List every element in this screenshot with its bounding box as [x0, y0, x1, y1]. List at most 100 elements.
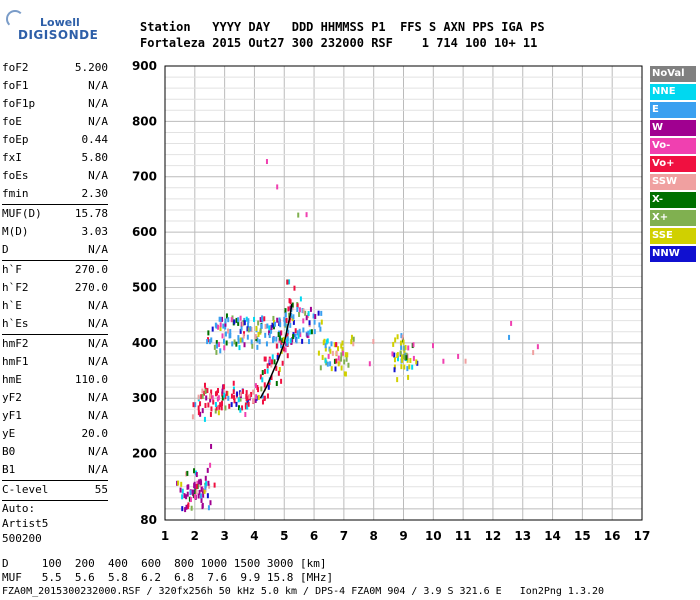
echo-mark	[341, 346, 344, 352]
echo-mark	[285, 317, 288, 323]
echo-mark	[412, 342, 415, 348]
echo-mark	[204, 475, 207, 481]
echo-mark	[245, 316, 248, 322]
param-row: foF2 5.200	[2, 59, 108, 77]
logo-lowell: Lowell	[40, 16, 80, 29]
echo-mark	[266, 323, 269, 329]
echo-mark	[302, 318, 305, 324]
param-key: M(D)	[2, 225, 29, 238]
echo-mark	[212, 399, 215, 405]
echo-mark	[273, 321, 276, 327]
echo-mark	[255, 325, 258, 331]
echo-mark	[305, 212, 308, 218]
echo-mark	[213, 344, 216, 350]
echo-mark	[295, 338, 298, 344]
param-row: MUF(D) 15.78	[2, 205, 108, 223]
echo-mark	[310, 329, 313, 335]
echo-mark	[204, 487, 207, 493]
echo-mark	[208, 483, 211, 489]
echo-mark	[407, 374, 410, 380]
echo-mark	[201, 408, 204, 414]
echo-mark	[341, 350, 344, 356]
echo-mark	[217, 388, 220, 394]
echo-mark	[210, 406, 213, 412]
echo-mark	[393, 364, 396, 370]
param-value: N/A	[88, 409, 108, 422]
echo-mark	[192, 402, 195, 408]
echo-mark	[247, 318, 250, 324]
x-tick-label: 8	[370, 529, 378, 543]
echo-mark	[289, 322, 292, 328]
echo-mark	[241, 321, 244, 327]
echo-mark	[194, 493, 197, 499]
echo-mark	[313, 319, 316, 325]
echo-mark	[218, 316, 221, 322]
echo-mark	[411, 364, 414, 370]
echo-mark	[208, 339, 211, 345]
echo-mark	[314, 314, 317, 320]
echo-mark	[343, 371, 346, 377]
param-value: 2.30	[81, 187, 109, 200]
echo-mark	[184, 507, 187, 513]
legend-item-nnw: NNW	[650, 246, 696, 262]
echo-mark	[286, 333, 289, 339]
legend-item-x: X-	[650, 192, 696, 208]
separator	[2, 334, 108, 335]
echo-mark	[403, 355, 406, 361]
echo-mark	[399, 350, 402, 356]
param-key: MUF(D)	[2, 207, 42, 220]
echo-mark	[193, 483, 196, 489]
echo-mark	[233, 398, 236, 404]
echo-mark	[292, 319, 295, 325]
echo-mark	[264, 323, 267, 329]
echo-mark	[400, 364, 403, 370]
echo-mark	[286, 336, 289, 342]
y-tick-label: 600	[132, 225, 157, 239]
legend-item-sse: SSE	[650, 228, 696, 244]
echo-mark	[195, 472, 198, 478]
echo-mark	[330, 366, 333, 372]
echo-mark	[250, 391, 253, 397]
echo-mark	[263, 395, 266, 401]
echo-mark	[408, 364, 411, 370]
echo-mark	[278, 317, 281, 323]
echo-mark	[335, 358, 338, 364]
echo-mark	[405, 355, 408, 361]
echo-mark	[282, 337, 285, 343]
echo-mark	[281, 360, 284, 366]
echo-mark	[248, 393, 251, 399]
param-key: h`Es	[2, 317, 29, 330]
y-tick-label: 200	[132, 447, 157, 461]
echo-mark	[185, 504, 188, 510]
param-row: yF2 N/A	[2, 389, 108, 407]
footer-distance: D 100 200 400 600 800 1000 1500 3000 [km…	[2, 557, 327, 570]
echo-mark	[350, 339, 353, 345]
echo-mark	[285, 341, 288, 347]
echo-mark	[215, 405, 218, 411]
separator	[2, 260, 108, 261]
y-tick-label: 400	[132, 336, 157, 350]
echo-mark	[280, 343, 283, 349]
echo-mark	[214, 402, 217, 408]
echo-mark	[318, 322, 321, 328]
param-key: foE	[2, 115, 22, 128]
echo-mark	[217, 324, 220, 330]
echo-mark	[232, 386, 235, 392]
echo-mark	[183, 493, 186, 499]
echo-mark	[324, 343, 327, 349]
echo-mark	[215, 340, 218, 346]
footer-muf: MUF 5.5 5.6 5.8 6.2 6.8 7.6 9.9 15.8 [MH…	[2, 571, 334, 584]
echo-mark	[224, 324, 227, 330]
echo-mark	[225, 340, 228, 346]
echo-mark	[180, 481, 183, 487]
echo-mark	[199, 493, 202, 499]
echo-mark	[333, 358, 336, 364]
echo-mark	[224, 321, 227, 327]
echo-mark	[187, 484, 190, 490]
echo-mark	[219, 322, 222, 328]
echo-mark	[224, 331, 227, 337]
param-key: foF2	[2, 61, 29, 74]
echo-mark	[201, 393, 204, 399]
param-row: foEs N/A	[2, 167, 108, 185]
echo-mark	[198, 489, 201, 495]
